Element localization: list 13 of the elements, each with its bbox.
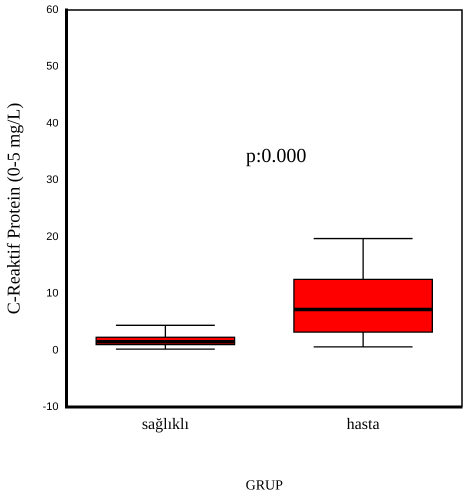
- y-tick-label: 0: [52, 344, 58, 356]
- x-tick-label: sağlıklı: [142, 416, 190, 433]
- y-tick-label: 60: [46, 4, 58, 16]
- annotation: p:0.000: [246, 145, 306, 168]
- y-axis-title: C-Reaktif Protein (0-5 mg/L): [4, 102, 24, 314]
- x-tick-label: hasta: [346, 416, 380, 433]
- y-tick-label: 40: [46, 117, 58, 130]
- y-tick-label: 30: [46, 174, 58, 186]
- y-tick-label: 10: [46, 288, 58, 300]
- x-axis-title: GRUP: [246, 478, 284, 494]
- y-tick-label: 50: [46, 60, 58, 73]
- y-tick-label: -10: [42, 401, 58, 414]
- y-tick-label: 20: [46, 230, 58, 243]
